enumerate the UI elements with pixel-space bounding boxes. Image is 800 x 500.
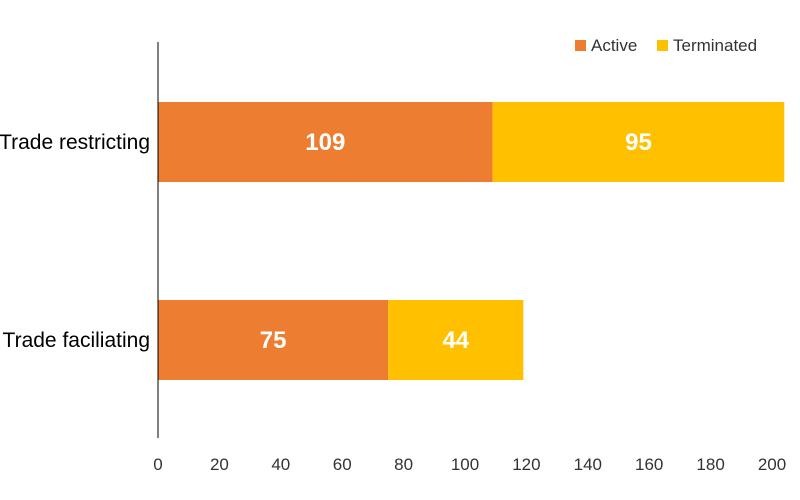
- x-tick-label-140: 140: [574, 455, 602, 474]
- legend-swatch-active: [575, 40, 586, 51]
- x-tick-label-40: 40: [271, 455, 290, 474]
- category-label-trade-faciliating: Trade faciliating: [3, 329, 150, 352]
- data-label-trade-restricting-terminated: 95: [625, 129, 652, 156]
- x-tick-label-60: 60: [333, 455, 352, 474]
- bar-trade-restricting-terminated: [492, 102, 785, 182]
- category-labels: Trade restricting Trade faciliating: [0, 131, 150, 352]
- x-tick-labels: 0 20 40 60 80 100 120 140 160 180 200: [153, 455, 786, 474]
- data-labels-layer: 109 95 75 44: [260, 129, 652, 354]
- x-tick-label-200: 200: [758, 455, 786, 474]
- x-tick-label-80: 80: [394, 455, 413, 474]
- bar-trade-faciliating-active: [158, 300, 389, 380]
- x-tick-label-120: 120: [512, 455, 540, 474]
- bar-trade-faciliating-terminated: [388, 300, 524, 380]
- legend: Active Terminated: [575, 36, 757, 55]
- x-tick-label-20: 20: [210, 455, 229, 474]
- x-tick-label-0: 0: [153, 455, 162, 474]
- bars-layer: [158, 102, 785, 380]
- legend-label-terminated: Terminated: [673, 36, 757, 55]
- x-tick-label-160: 160: [635, 455, 663, 474]
- data-label-trade-faciliating-terminated: 44: [442, 327, 469, 354]
- x-tick-label-100: 100: [451, 455, 479, 474]
- bar-trade-restricting-active: [158, 102, 493, 182]
- data-label-trade-restricting-active: 109: [305, 129, 345, 156]
- x-tick-label-180: 180: [696, 455, 724, 474]
- data-label-trade-faciliating-active: 75: [260, 327, 287, 354]
- legend-swatch-terminated: [657, 40, 668, 51]
- category-label-trade-restricting: Trade restricting: [0, 131, 150, 154]
- legend-label-active: Active: [591, 36, 637, 55]
